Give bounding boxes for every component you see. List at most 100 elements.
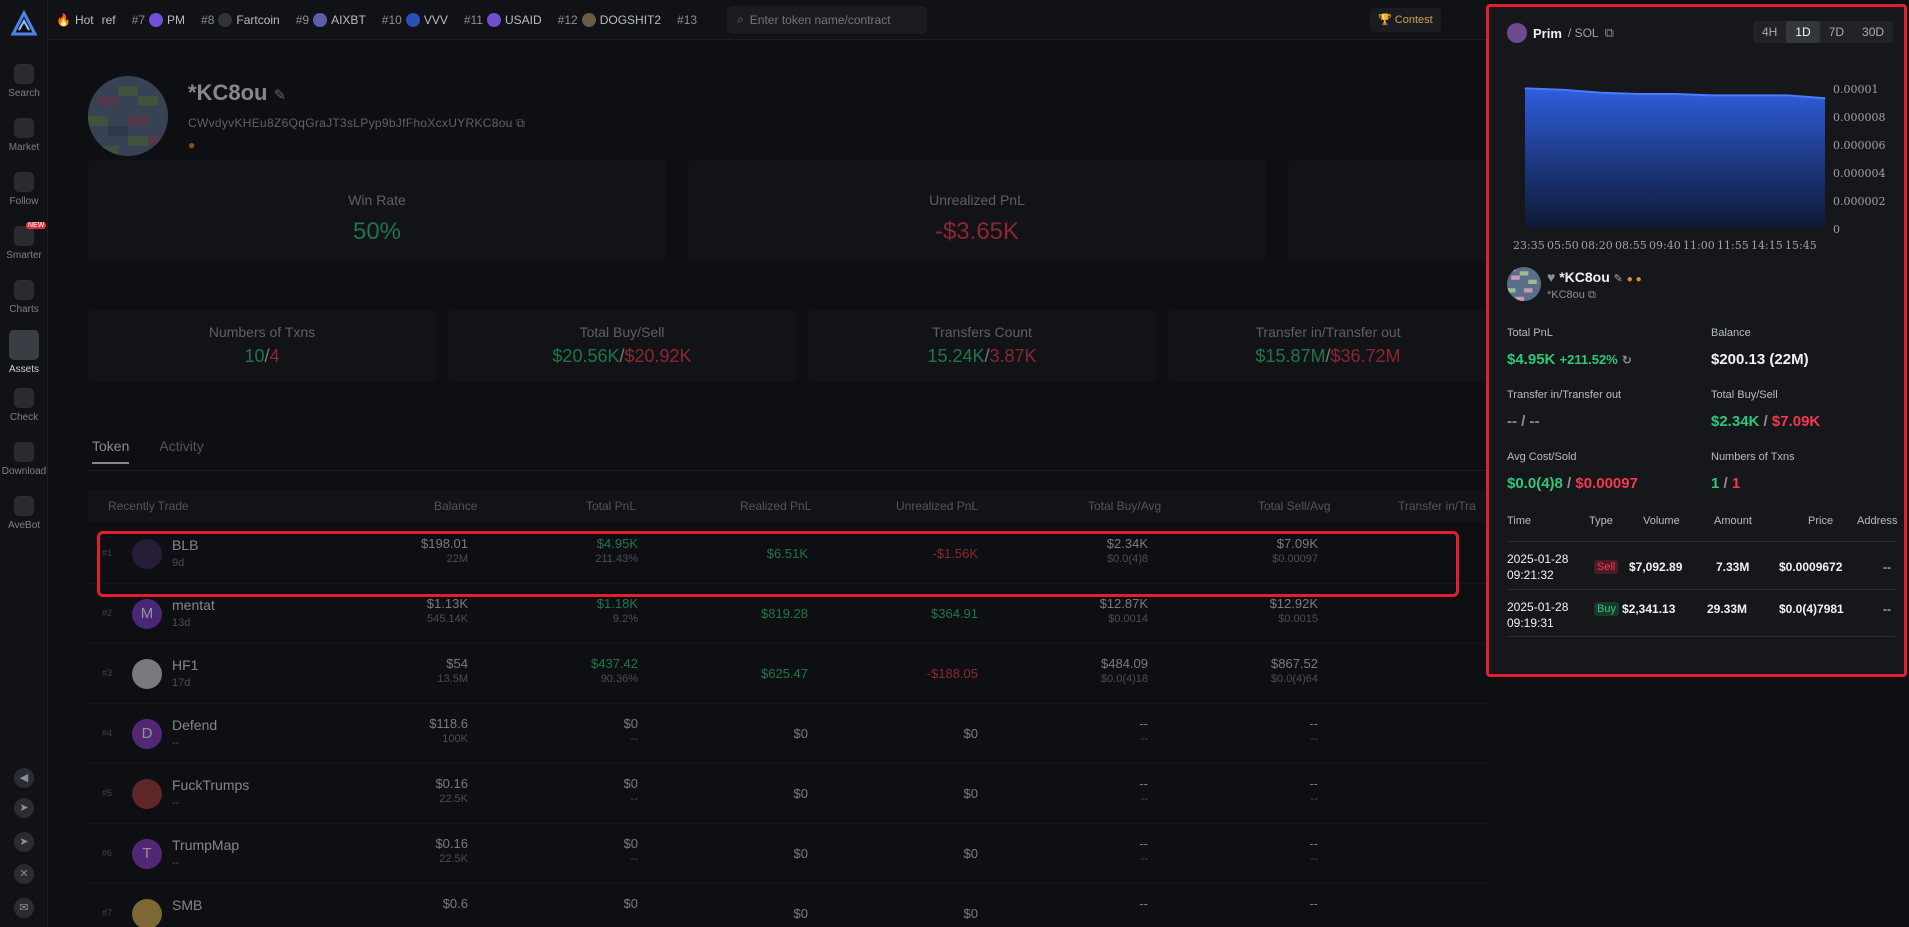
y-tick-label: 0.000004 (1833, 167, 1886, 180)
stat-card-buysell: Total Buy/Sell $20.56K/$20.92K (448, 310, 796, 382)
heart-icon[interactable]: ♥ (1547, 269, 1556, 285)
edit-icon[interactable]: ✎ (273, 87, 287, 104)
mail-icon[interactable]: ✉ (14, 898, 34, 918)
tf-4h[interactable]: 4H (1762, 25, 1778, 39)
copy-icon[interactable]: ⧉ (1587, 289, 1596, 301)
cell-total-buy: $484.09 $0.0(4)18 (1100, 656, 1148, 685)
new-badge: NEW (26, 222, 47, 229)
token-name[interactable]: HF1 (172, 657, 199, 673)
divider (88, 470, 1488, 471)
ticker-item[interactable]: #7 PM (131, 12, 186, 27)
token-name[interactable]: FuckTrumps (172, 777, 250, 793)
contest-button[interactable]: 🏆 Contest (1370, 8, 1441, 32)
token-avatar (132, 779, 162, 809)
cell-total-pnl: $0 -- (623, 836, 638, 865)
edit-icon[interactable]: ✎ (1613, 273, 1623, 285)
token-name[interactable]: SMB (172, 897, 203, 913)
token-age: -- (172, 857, 180, 869)
rail-check[interactable]: Check (0, 388, 48, 423)
table-row[interactable]: #1 BLB 9d $198.01 22M $4.95K 211.43% $6.51K -$1.… (88, 524, 1488, 584)
rail-charts[interactable]: Charts (0, 280, 48, 315)
ticker-item[interactable]: #12 DOGSHIT2 (557, 12, 662, 27)
rail-follow[interactable]: Follow (0, 172, 48, 207)
x-tick-label: 14:15 (1751, 239, 1783, 252)
th-unrealized[interactable]: Unrealized PnL (896, 499, 979, 513)
ticker-item[interactable]: #10 VVV (381, 12, 448, 27)
th-transfer[interactable]: Transfer in/Tra (1398, 499, 1476, 513)
ticker-item[interactable]: #13 (677, 12, 698, 27)
cell-total-pnl: $0 -- (623, 776, 638, 805)
tab-token[interactable]: Token (92, 438, 130, 464)
token-age: 9d (172, 557, 185, 569)
tabs: Token Activity (92, 438, 204, 464)
share-icon[interactable]: ↻ (1621, 353, 1632, 367)
token-age: -- (172, 737, 180, 749)
price-point (1599, 92, 1601, 94)
token-name[interactable]: Defend (172, 717, 218, 733)
ticker-item[interactable]: #11 USAID (463, 12, 542, 27)
cell-total-sell: $7.09K $0.00097 (1272, 536, 1318, 565)
stat-card (1288, 160, 1488, 260)
price-point (1749, 94, 1751, 96)
tf-1d[interactable]: 1D (1786, 21, 1820, 43)
table-row[interactable]: #3 HF1 17d $54 13.5M $437.42 90.36% $625.47 -$18… (88, 644, 1488, 704)
th-total-sell[interactable]: Total Sell/Avg (1258, 499, 1331, 513)
token-age: 17d (172, 677, 191, 689)
ticker-item[interactable]: ref (101, 12, 116, 27)
top-bar: 🔥 Hot ref #7 PM #8 Fartcoin #9 AIXBT #10 VVV … (48, 0, 1488, 40)
heart-icon (14, 172, 34, 192)
token-avatar (218, 12, 233, 27)
price-area (1525, 88, 1825, 228)
rail-market[interactable]: Market (0, 118, 48, 153)
rail-smarter[interactable]: Smarter (0, 226, 48, 261)
token-name[interactable]: BLB (172, 537, 199, 553)
badge-icon: ● (188, 138, 196, 152)
rail-avebot[interactable]: AveBot (0, 496, 48, 531)
stat-card-transfer-inout: Transfer in/Transfer out $15.87M/$36.72M (1168, 310, 1488, 382)
th-total-buy[interactable]: Total Buy/Avg (1088, 499, 1162, 513)
hot-label[interactable]: 🔥 Hot (56, 12, 94, 27)
cell-realized: $0 (793, 906, 808, 921)
rail-assets[interactable]: Assets (0, 330, 48, 375)
cell-balance: $118.6 100K (429, 716, 468, 745)
copy-icon[interactable]: ⧉ (1604, 25, 1614, 40)
th-total-pnl[interactable]: Total PnL (586, 499, 637, 513)
search-icon (14, 64, 34, 84)
table-row[interactable]: #5 FuckTrumps -- $0.16 22.5K $0 -- $0 $0 -- -- -- -- (88, 764, 1488, 824)
cell-realized: $0 (793, 726, 808, 741)
table-row[interactable]: #6 T TrumpMap -- $0.16 22.5K $0 -- $0 $0 -- -- -- -- (88, 824, 1488, 884)
search-input[interactable] (749, 12, 910, 27)
tf-30d[interactable]: 30D (1862, 25, 1885, 39)
badge-icon: ● ● (1626, 274, 1642, 285)
th-recent[interactable]: Recently Trade (108, 499, 189, 513)
table-row[interactable]: #4 D Defend -- $118.6 100K $0 -- $0 $0 -- -- -- -- (88, 704, 1488, 764)
search-box[interactable]: ⌕ (727, 5, 928, 34)
token-avatar (581, 12, 596, 27)
trade-row[interactable]: 2025-01-28 09:21:32 Sell $7,092.89 7.33M… (1507, 541, 1895, 589)
table-row[interactable]: #7 SMB $0.6 $0 $0 $0 -- -- (88, 884, 1488, 927)
main-content: *KC8ou ✎ CWvdyvKHEu8Z6QqGraJT3sLPyp9bJfF… (48, 40, 1488, 927)
x-icon[interactable]: ✕ (14, 864, 34, 884)
back-icon[interactable]: ◀ (14, 768, 34, 788)
telegram-group-icon[interactable]: ➤ (14, 832, 34, 852)
rail-download[interactable]: Download (0, 442, 48, 477)
token-name[interactable]: mentat (172, 597, 215, 613)
cell-total-buy: -- -- (1139, 836, 1148, 865)
ticker-item[interactable]: #9 AIXBT (295, 12, 366, 27)
th-realized[interactable]: Realized PnL (740, 499, 812, 513)
price-point (1786, 94, 1789, 96)
app-logo-icon[interactable] (10, 10, 38, 38)
ticker-item[interactable]: #8 Fartcoin (201, 12, 280, 27)
tab-activity[interactable]: Activity (159, 438, 204, 454)
th-balance[interactable]: Balance (434, 499, 478, 513)
telegram-icon[interactable]: ➤ (14, 798, 34, 818)
rail-search[interactable]: Search (0, 64, 48, 99)
tf-7d[interactable]: 7D (1828, 25, 1845, 39)
cell-total-sell: -- -- (1309, 776, 1318, 805)
copy-icon[interactable]: ⧉ (516, 116, 526, 130)
token-name[interactable]: TrumpMap (172, 837, 240, 853)
trade-row[interactable]: 2025-01-28 09:19:31 Buy $2,341.13 29.33M… (1507, 589, 1895, 637)
smarter-icon (14, 226, 34, 246)
price-point (1824, 97, 1826, 99)
